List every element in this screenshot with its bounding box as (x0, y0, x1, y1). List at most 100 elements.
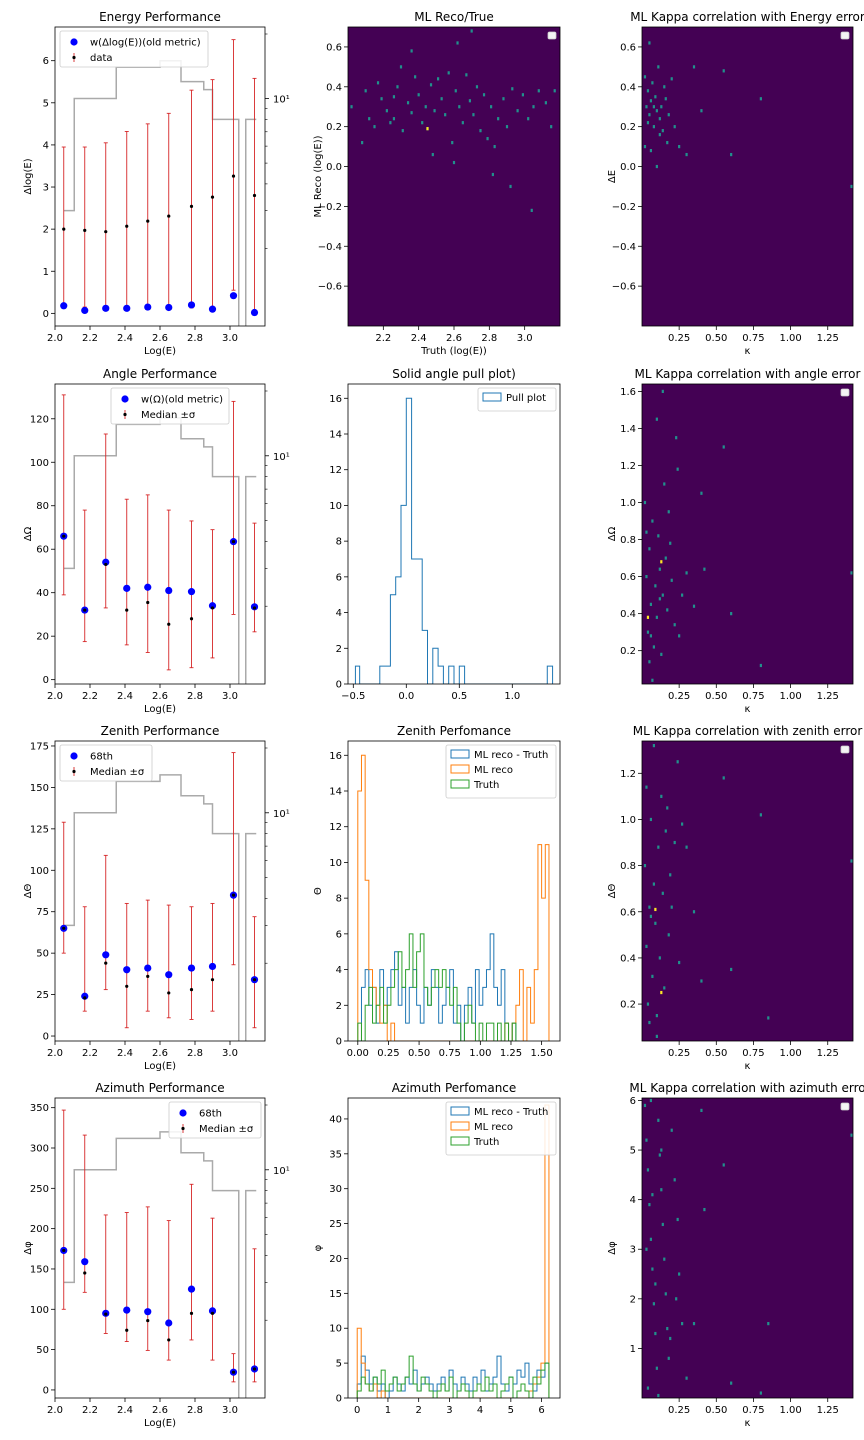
heatmap-cell (660, 652, 663, 656)
metric-point (144, 1308, 152, 1316)
heatmap-cell (703, 567, 706, 571)
y-axis-label: Θ (313, 887, 324, 895)
x-tick-label: 1.25 (817, 691, 839, 702)
y-tick-label: 6 (336, 929, 342, 940)
heatmap-cell (645, 785, 648, 789)
x-tick-label: 2.8 (187, 333, 203, 344)
heatmap-cell (685, 845, 688, 849)
heatmap-cell (649, 914, 653, 918)
heatmap-cell (651, 519, 654, 523)
median-point (125, 608, 129, 612)
median-point (252, 1367, 257, 1371)
heatmap-cell (759, 97, 762, 101)
heatmap-cell (643, 864, 647, 868)
heatmap-cell (447, 71, 450, 75)
y-tick-label: 12 (329, 822, 342, 833)
heatmap-cell (417, 93, 420, 97)
heatmap-cell (673, 1178, 676, 1182)
heatmap-cell (657, 65, 660, 69)
heatmap-cell (655, 1014, 658, 1018)
y-tick-label: 1.0 (620, 815, 636, 826)
x-tick-label: 1.0 (504, 691, 520, 702)
heatmap-cell (660, 1148, 663, 1152)
metric-point (208, 1307, 217, 1315)
heatmap-cell (385, 109, 388, 113)
heatmap-cell (722, 445, 725, 449)
heatmap-cell (424, 105, 427, 109)
x-tick-label: 0.25 (668, 1048, 690, 1059)
axes-frame (347, 1097, 561, 1399)
legend-box (840, 31, 850, 40)
x-tick-label: 2.8 (187, 1048, 203, 1059)
panel-10: 10¹ 68th Median ±σ 2.0 2.2 2.4 2.6 2.8 3.0 0 50 100… (23, 1081, 290, 1429)
x-tick-label: 1.50 (530, 1048, 552, 1059)
y-tick-label: 0 (43, 1032, 49, 1043)
heatmap-background (642, 384, 853, 684)
y-axis-label: Δφ (23, 1241, 34, 1255)
heatmap-cell (380, 97, 383, 101)
y-tick-label: 15 (329, 1289, 342, 1300)
axes-frame (641, 26, 854, 327)
x-tick-label: 0.50 (408, 1048, 430, 1059)
metric-point (165, 1319, 173, 1327)
x-tick-label: 0 (354, 1405, 360, 1416)
x-tick-label: 0.25 (668, 691, 690, 702)
median-point (167, 622, 171, 626)
legend-label: Truth (473, 780, 499, 791)
chart-title: Zenith Perfomance (397, 724, 511, 738)
heatmap-hot-cell (660, 990, 663, 995)
metric-point (81, 306, 89, 315)
heatmap-cell (655, 1366, 658, 1370)
metric-point (60, 302, 68, 310)
heatmap-cell (767, 1322, 770, 1326)
y-tick-label: 5 (336, 1359, 342, 1370)
x-tick-label: 4 (477, 1405, 483, 1416)
y-tick-label: 30 (329, 1184, 342, 1195)
heatmap-cell (652, 1302, 655, 1306)
heatmap-cell (681, 593, 684, 597)
y-tick-label: −0.2 (318, 202, 342, 213)
legend-swatch (450, 749, 470, 759)
x-tick-label: 0.50 (705, 1048, 727, 1059)
metric-point (102, 304, 110, 312)
median-point (252, 193, 257, 198)
heatmap-cell (670, 905, 673, 909)
heatmap-cell (759, 663, 762, 668)
heatmap-cell (376, 81, 380, 85)
metric-point (229, 292, 238, 300)
y-axis-label: ΔΘ (23, 884, 34, 899)
heatmap-cell (658, 597, 661, 601)
median-point (104, 562, 108, 567)
heatmap-cell (440, 97, 443, 101)
heatmap-cell (730, 612, 733, 616)
heatmap-cell (429, 83, 433, 87)
x-tick-label: 1.00 (779, 1048, 801, 1059)
heatmap-cell (553, 89, 556, 93)
y-tick-label: 120 (30, 414, 49, 425)
heatmap-cell (649, 634, 653, 638)
y-tick-label: 0.6 (326, 42, 342, 53)
heatmap-cell (654, 921, 657, 925)
heatmap-cell (465, 73, 468, 77)
heatmap-cell (645, 944, 648, 948)
y-tick-label: 150 (30, 1264, 49, 1275)
median-point (252, 606, 257, 610)
histogram-series-3 (357, 933, 520, 1041)
heatmap-cell (505, 125, 509, 129)
heatmap-cell (655, 109, 658, 113)
panel-2: 2.2 2.4 2.6 2.8 3.0 −0.6 −0.4 −0.2 0.0 0.2 0.4 0.6 M… (313, 10, 561, 357)
heatmap-cell (667, 933, 670, 937)
metric-point (81, 1258, 89, 1266)
legend-box (59, 744, 153, 782)
metric-point (208, 602, 217, 610)
legend-swatch (450, 1121, 470, 1131)
y-axis-label: ΔΩ (607, 526, 618, 541)
heatmap-cell (461, 121, 464, 125)
heatmap-cell (646, 121, 650, 125)
heatmap-cell (664, 97, 667, 101)
y-tick-label: 50 (36, 949, 49, 960)
median-point (189, 617, 194, 621)
heatmap-cell (658, 117, 661, 121)
heatmap-cell (652, 744, 655, 748)
